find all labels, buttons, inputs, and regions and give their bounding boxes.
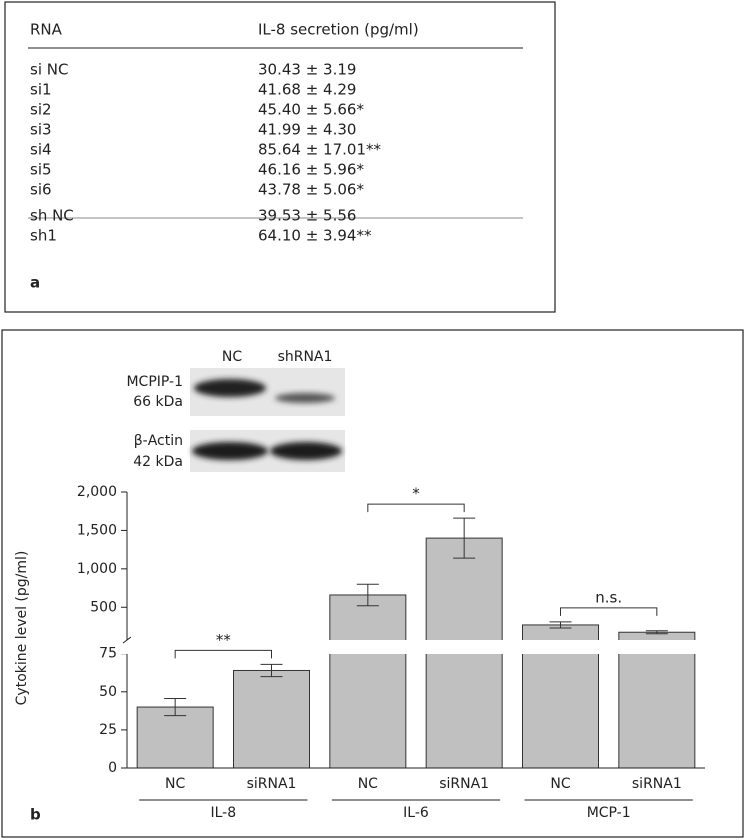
blot-band [270,442,342,460]
table-header: IL-8 secretion (pg/ml) [258,21,419,39]
error-bar [356,583,379,607]
lane-label: shRNA1 [278,349,333,365]
blot-label: 42 kDa [133,454,183,470]
table-cell: sh1 [30,227,57,245]
y-tick-label: 2,000 [77,484,117,500]
y-tick-label: 1,000 [77,561,117,577]
table-cell: sh NC [30,207,74,225]
group-label: MCP-1 [587,805,631,821]
significance-bracket [560,607,658,616]
significance-bracket [367,503,465,513]
error-bar [645,630,668,635]
bar [618,631,696,769]
bar [233,669,310,769]
table-cell: 39.53 ± 5.56 [258,207,356,225]
significance-label: * [412,485,420,503]
error-bar [164,698,187,717]
group-label: IL-8 [211,805,237,821]
y-tick-label: 0 [108,760,117,776]
y-tick-label: 25 [99,722,117,738]
table-cell: 45.40 ± 5.66* [258,101,364,119]
blot-label: 66 kDa [133,394,183,410]
table-cell: si4 [30,141,52,159]
western-blot [190,368,345,472]
x-tick-label: NC [358,776,378,792]
panel-a-frame [4,1,556,313]
x-tick-label: siRNA1 [632,776,682,792]
table-cell: si NC [30,61,68,79]
panel-label: a [30,274,40,292]
table-cell: si5 [30,161,52,179]
x-tick-label: NC [550,776,570,792]
panel-label: b [30,806,41,824]
error-bar [260,663,283,678]
panel-b-frame [1,329,744,838]
blot-label: MCPIP-1 [126,374,183,390]
table-cell: 46.16 ± 5.96* [258,161,364,179]
y-tick-label: 500 [90,599,117,615]
axis-break-mark [122,636,132,644]
table-cell: 43.78 ± 5.06* [258,181,364,199]
significance-label: ** [216,631,232,649]
lane-label: NC [222,349,242,365]
blot-band [192,442,268,460]
error-bar [549,621,572,629]
table-cell: si1 [30,81,52,99]
x-tick-label: NC [165,776,185,792]
x-tick-label: siRNA1 [247,776,297,792]
blot-label: β-Actin [134,433,183,449]
table-cell: 30.43 ± 3.19 [258,61,356,79]
table-cell: si3 [30,121,52,139]
y-tick-label: 50 [99,684,117,700]
significance-bracket [174,649,272,659]
table-cell: 41.68 ± 4.29 [258,81,356,99]
table-cell: 85.64 ± 17.01** [258,141,381,159]
x-tick-label: siRNA1 [439,776,489,792]
axis-break [119,640,707,654]
table-cell: 41.99 ± 4.30 [258,121,356,139]
table-cell: si2 [30,101,52,119]
y-tick-label: 1,500 [77,522,117,538]
group-label: IL-6 [403,805,429,821]
blot-band [275,393,335,403]
bar [329,594,407,769]
y-axis-label: Cytokine level (pg/ml) [14,551,30,706]
table-cell: si6 [30,181,52,199]
table-cell: 64.10 ± 3.94** [258,227,372,245]
blot-band [194,379,266,397]
error-bar [453,517,476,559]
significance-label: n.s. [595,588,622,606]
bar [136,706,214,769]
table-header: RNA [30,21,63,39]
y-tick-label: 75 [99,646,117,662]
